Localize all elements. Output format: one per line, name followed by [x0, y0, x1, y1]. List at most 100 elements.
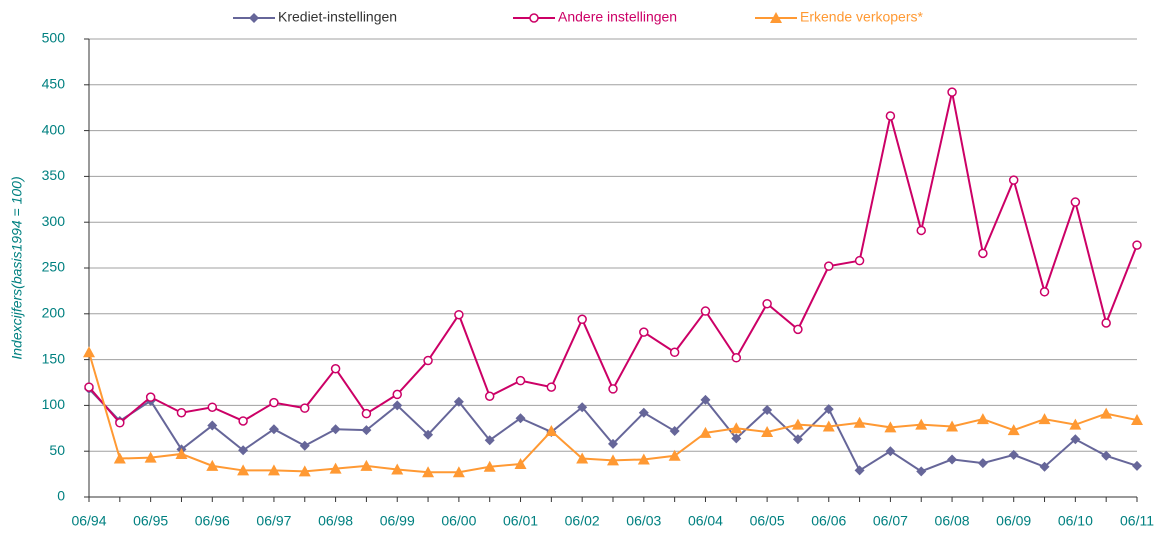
data-point	[791, 418, 804, 430]
y-tick-label: 200	[42, 305, 66, 321]
data-point	[669, 347, 680, 358]
data-point	[577, 314, 587, 325]
data-point	[762, 298, 772, 309]
data-point	[1008, 175, 1019, 185]
y-axis-title: Indexcijfers(basis1994 = 100)	[9, 176, 25, 359]
y-tick-label: 250	[42, 259, 66, 275]
data-point	[1101, 450, 1112, 461]
y-tick-label: 500	[42, 30, 66, 46]
legend-marker	[249, 13, 259, 23]
data-point	[391, 463, 404, 475]
data-point	[361, 408, 372, 419]
data-point	[145, 392, 156, 402]
data-point	[113, 452, 126, 464]
data-point	[699, 426, 712, 438]
data-point	[638, 407, 649, 418]
y-tick-label: 400	[42, 121, 66, 137]
data-point	[915, 418, 928, 430]
data-point	[392, 400, 403, 411]
data-point	[854, 465, 865, 476]
data-point	[238, 416, 248, 426]
data-point	[484, 391, 495, 401]
x-tick-label: 06/09	[996, 513, 1031, 529]
data-point	[483, 460, 496, 472]
x-tick-label: 06/05	[750, 513, 785, 529]
data-point	[885, 111, 896, 121]
data-point	[83, 346, 95, 358]
data-point	[608, 384, 618, 394]
data-point	[1132, 460, 1142, 471]
data-point	[207, 420, 218, 431]
data-point	[515, 375, 526, 386]
data-point	[237, 464, 250, 476]
data-point	[300, 403, 310, 413]
data-point	[361, 425, 372, 436]
data-point	[330, 424, 341, 435]
data-point	[299, 440, 310, 451]
x-tick-label: 06/06	[811, 513, 846, 529]
data-point	[884, 421, 897, 433]
data-point	[175, 447, 188, 459]
data-point	[144, 451, 157, 463]
legend-marker	[770, 12, 782, 23]
data-point	[484, 435, 495, 446]
data-point	[115, 418, 125, 428]
data-point	[1007, 424, 1020, 436]
data-point	[1070, 434, 1081, 445]
x-tick-label: 06/00	[441, 513, 476, 529]
data-point	[761, 425, 774, 437]
x-tick-label: 06/07	[873, 513, 908, 529]
y-tick-label: 50	[49, 442, 65, 458]
data-point	[762, 404, 773, 415]
data-point	[947, 454, 958, 465]
y-tick-label: 300	[42, 213, 66, 229]
legend-marker	[529, 13, 539, 23]
series-line	[88, 351, 1138, 474]
data-point	[700, 306, 711, 316]
data-point	[330, 364, 341, 374]
legend-text: Krediet-instellingen	[278, 9, 397, 25]
data-point	[639, 327, 649, 337]
data-point	[298, 465, 311, 477]
data-point	[977, 458, 988, 469]
x-tick-label: 06/97	[256, 513, 291, 529]
x-tick-label: 06/04	[688, 513, 723, 529]
data-point	[84, 382, 94, 392]
series-line	[88, 91, 1138, 425]
data-point	[577, 402, 588, 413]
data-point	[1039, 287, 1050, 297]
data-point	[885, 446, 896, 457]
data-point	[207, 402, 218, 412]
data-point	[576, 452, 589, 464]
data-point	[608, 438, 618, 449]
data-point	[668, 449, 681, 461]
data-point	[607, 454, 619, 466]
data-point	[731, 433, 742, 444]
data-point	[976, 413, 989, 425]
data-point	[206, 459, 219, 471]
data-point	[1101, 318, 1111, 328]
x-tick-label: 06/03	[626, 513, 661, 529]
data-point	[268, 424, 279, 435]
x-tick-label: 06/94	[71, 513, 106, 529]
data-point	[916, 225, 926, 236]
data-point	[515, 413, 526, 424]
legend-text: Erkende verkopers*	[800, 9, 924, 25]
x-tick-label: 06/98	[318, 513, 353, 529]
data-point	[267, 464, 280, 476]
data-point	[637, 453, 650, 465]
data-point	[1132, 240, 1142, 250]
x-tick-label: 06/08	[935, 513, 970, 529]
data-point	[731, 353, 742, 363]
x-tick-label: 06/11	[1120, 513, 1154, 529]
data-point	[669, 426, 680, 437]
data-point	[916, 466, 927, 477]
data-point	[822, 420, 835, 432]
data-point	[700, 394, 711, 405]
y-tick-label: 350	[42, 167, 66, 183]
data-point	[793, 324, 803, 335]
y-tick-label: 100	[42, 396, 66, 412]
data-point	[792, 434, 803, 445]
data-point	[1038, 413, 1051, 425]
x-tick-label: 06/02	[565, 513, 600, 529]
